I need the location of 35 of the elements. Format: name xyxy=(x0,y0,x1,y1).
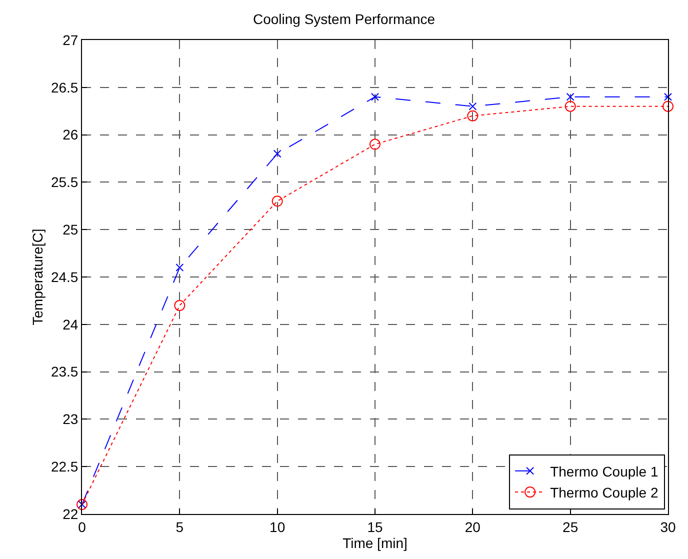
y-tick-label: 22.5 xyxy=(50,458,78,474)
y-tick-label: 26.5 xyxy=(50,79,78,96)
y-tick-label: 24.5 xyxy=(50,268,78,285)
legend-label: Thermo Couple 1 xyxy=(550,463,658,480)
x-tick-label: 20 xyxy=(464,518,481,535)
point xyxy=(272,196,283,207)
x-tick-label: 25 xyxy=(562,518,578,535)
y-tick-label: 22 xyxy=(62,506,78,522)
point xyxy=(273,150,282,158)
chart-title: Cooling System Performance xyxy=(252,10,436,27)
y-tick-label: 23 xyxy=(62,411,78,428)
point xyxy=(566,92,574,101)
point xyxy=(467,110,478,122)
legend-label: Thermo Couple 2 xyxy=(550,484,658,501)
x-tick-label: 15 xyxy=(367,518,383,535)
x-tick-label: 10 xyxy=(270,518,286,535)
y-tick-label: 27 xyxy=(62,32,78,48)
point xyxy=(176,264,184,272)
x-tick-label: 5 xyxy=(176,518,184,535)
x-tick-label: 0 xyxy=(78,518,86,535)
x-tick-label: 30 xyxy=(660,518,676,535)
point xyxy=(662,100,674,112)
point xyxy=(370,138,380,150)
y-tick-label: 24 xyxy=(62,316,78,332)
x-axis-title: Time [min] xyxy=(342,534,408,551)
y-axis-title: Temperature[C] xyxy=(30,228,46,326)
point xyxy=(664,92,672,101)
y-tick-label: 23.5 xyxy=(50,364,78,380)
point xyxy=(564,100,576,112)
point xyxy=(371,92,379,101)
y-tick-label: 25.5 xyxy=(50,174,78,190)
y-tick-label: 25 xyxy=(62,222,78,238)
point xyxy=(174,300,186,311)
point xyxy=(468,102,477,110)
y-tick-label: 26 xyxy=(62,126,78,143)
